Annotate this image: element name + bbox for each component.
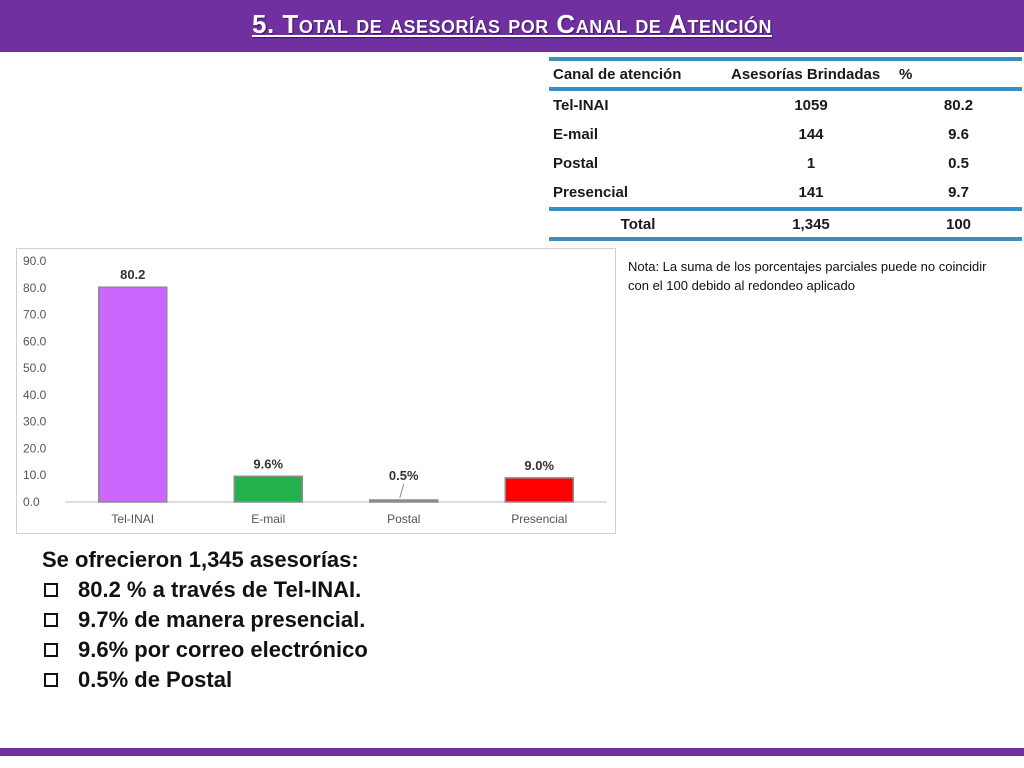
bar [369,499,439,503]
y-tick-label: 0.0 [23,495,40,509]
list-item-text: 9.6% por correo electrónico [78,637,368,662]
bar-chart: 0.0 10.0 20.0 30.0 40.0 50.0 60.0 70.0 80.0 90.0 8… [16,248,616,534]
bar [233,475,303,503]
checkbox-bullet-icon [44,643,58,657]
y-tick-label: 10.0 [23,468,47,482]
table-header-row: Canal de atención Asesorías Brindadas % [549,59,1022,89]
list-item: 9.7% de manera presencial. [42,605,642,635]
list-item: 0.5% de Postal [42,665,642,695]
list-item-text: 80.2 % a través de Tel-INAI. [78,577,362,602]
data-label: 9.0% [524,458,554,473]
y-tick-label: 80.0 [23,281,47,295]
title-bar: 5. Total de asesorías por Canal de Atenc… [0,0,1024,52]
table-row: Presencial 141 9.7 [549,178,1022,209]
footnote: Nota: La suma de los porcentajes parcial… [628,259,987,293]
checkbox-bullet-icon [44,583,58,597]
cell-canal: Presencial [553,184,629,201]
cell-asesorias: 1 [806,155,816,172]
bar [504,477,574,503]
column-header-canal: Canal de atención [553,65,682,83]
y-tick-label: 30.0 [23,415,47,429]
data-label: 80.2 [120,267,145,282]
x-tick-label: Tel-INAI [111,512,154,526]
data-label: 9.6% [253,456,283,471]
bar [98,286,168,503]
summary-heading: Se ofrecieron 1,345 asesorías: [42,547,359,572]
summary-list: 80.2 % a través de Tel-INAI. 9.7% de man… [42,575,642,695]
table-row: E-mail 144 9.6 [549,120,1022,149]
cell-total-label: Total [620,215,656,233]
cell-canal: Postal [553,155,599,172]
cell-percent: 80.2 [943,97,974,114]
y-tick-label: 40.0 [23,388,47,402]
cell-asesorias: 141 [798,184,824,201]
cell-total-percent: 100 [945,215,972,233]
list-item-text: 0.5% de Postal [78,667,233,692]
x-tick-label: Presencial [511,512,567,526]
x-tick-label: Postal [387,512,420,526]
table-total-row: Total 1,345 100 [549,209,1022,239]
cell-canal: E-mail [553,126,599,143]
table-row: Postal 1 0.5 [549,149,1022,178]
list-item: 9.6% por correo electrónico [42,635,642,665]
cell-percent: 9.7 [948,184,969,201]
channel-table: Canal de atención Asesorías Brindadas % … [549,57,1022,241]
cell-canal: Tel-INAI [553,97,609,114]
list-item: 80.2 % a través de Tel-INAI. [42,575,642,605]
cell-percent: 9.6 [948,126,969,143]
table-row: Tel-INAI 1059 80.2 [549,89,1022,120]
y-tick-label: 60.0 [23,334,47,348]
y-tick-label: 50.0 [23,361,47,375]
summary-block: Se ofrecieron 1,345 asesorías: 80.2 % a … [42,545,642,695]
checkbox-bullet-icon [44,673,58,687]
label-leader-line [399,483,405,499]
page-title: 5. Total de asesorías por Canal de Atenc… [252,9,772,39]
data-label: 0.5% [389,468,419,483]
y-tick-label: 90.0 [23,254,47,268]
y-tick-label: 70.0 [23,308,47,322]
column-header-asesorias: Asesorías Brindadas [731,65,881,83]
x-tick-label: E-mail [251,512,285,526]
list-item-text: 9.7% de manera presencial. [78,607,366,632]
bottom-bar [0,748,1024,756]
column-header-percent: % [899,65,913,83]
checkbox-bullet-icon [44,613,58,627]
cell-asesorias: 144 [798,126,824,143]
cell-total-asesorias: 1,345 [792,215,830,233]
chart-canvas: 0.0 10.0 20.0 30.0 40.0 50.0 60.0 70.0 80.0 90.0 8… [23,254,607,526]
y-tick-label: 20.0 [23,441,47,455]
cell-percent: 0.5 [948,155,969,172]
cell-asesorias: 1059 [794,97,828,114]
